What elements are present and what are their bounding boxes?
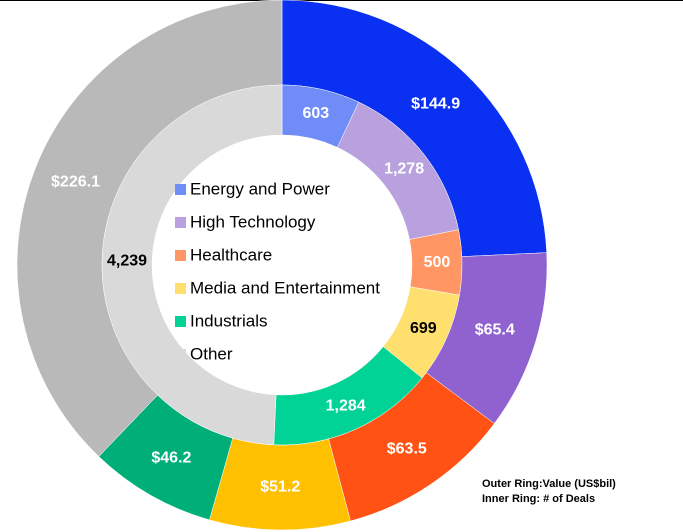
data-label: 500 <box>424 254 451 271</box>
data-label: $65.4 <box>475 321 515 338</box>
legend-swatch <box>175 184 186 195</box>
legend-label: Other <box>190 344 233 363</box>
legend-label: High Technology <box>190 212 316 231</box>
legend-label: Industrials <box>190 311 267 330</box>
legend-swatch <box>175 250 186 261</box>
data-label: 603 <box>303 105 330 122</box>
annotation: Inner Ring: # of Deals <box>482 493 595 505</box>
data-label: 1,284 <box>326 398 366 415</box>
legend-swatch <box>175 217 186 228</box>
data-label: $226.1 <box>51 173 100 190</box>
legend-label: Media and Entertainment <box>190 278 380 297</box>
legend-swatch <box>175 349 186 360</box>
legend-swatch <box>175 283 186 294</box>
data-label: $51.2 <box>260 479 300 496</box>
legend-swatch <box>175 316 186 327</box>
data-label: $63.5 <box>387 440 427 457</box>
data-label: $144.9 <box>411 95 460 112</box>
data-label: $46.2 <box>151 449 191 466</box>
donut-slice <box>101 84 283 446</box>
data-label: 4,239 <box>107 253 147 270</box>
annotation: Outer Ring:Value (US$bil) <box>482 478 616 490</box>
data-label: 1,278 <box>384 161 424 178</box>
legend-label: Healthcare <box>190 245 272 264</box>
legend-label: Energy and Power <box>190 179 330 198</box>
data-label: 699 <box>410 320 437 337</box>
